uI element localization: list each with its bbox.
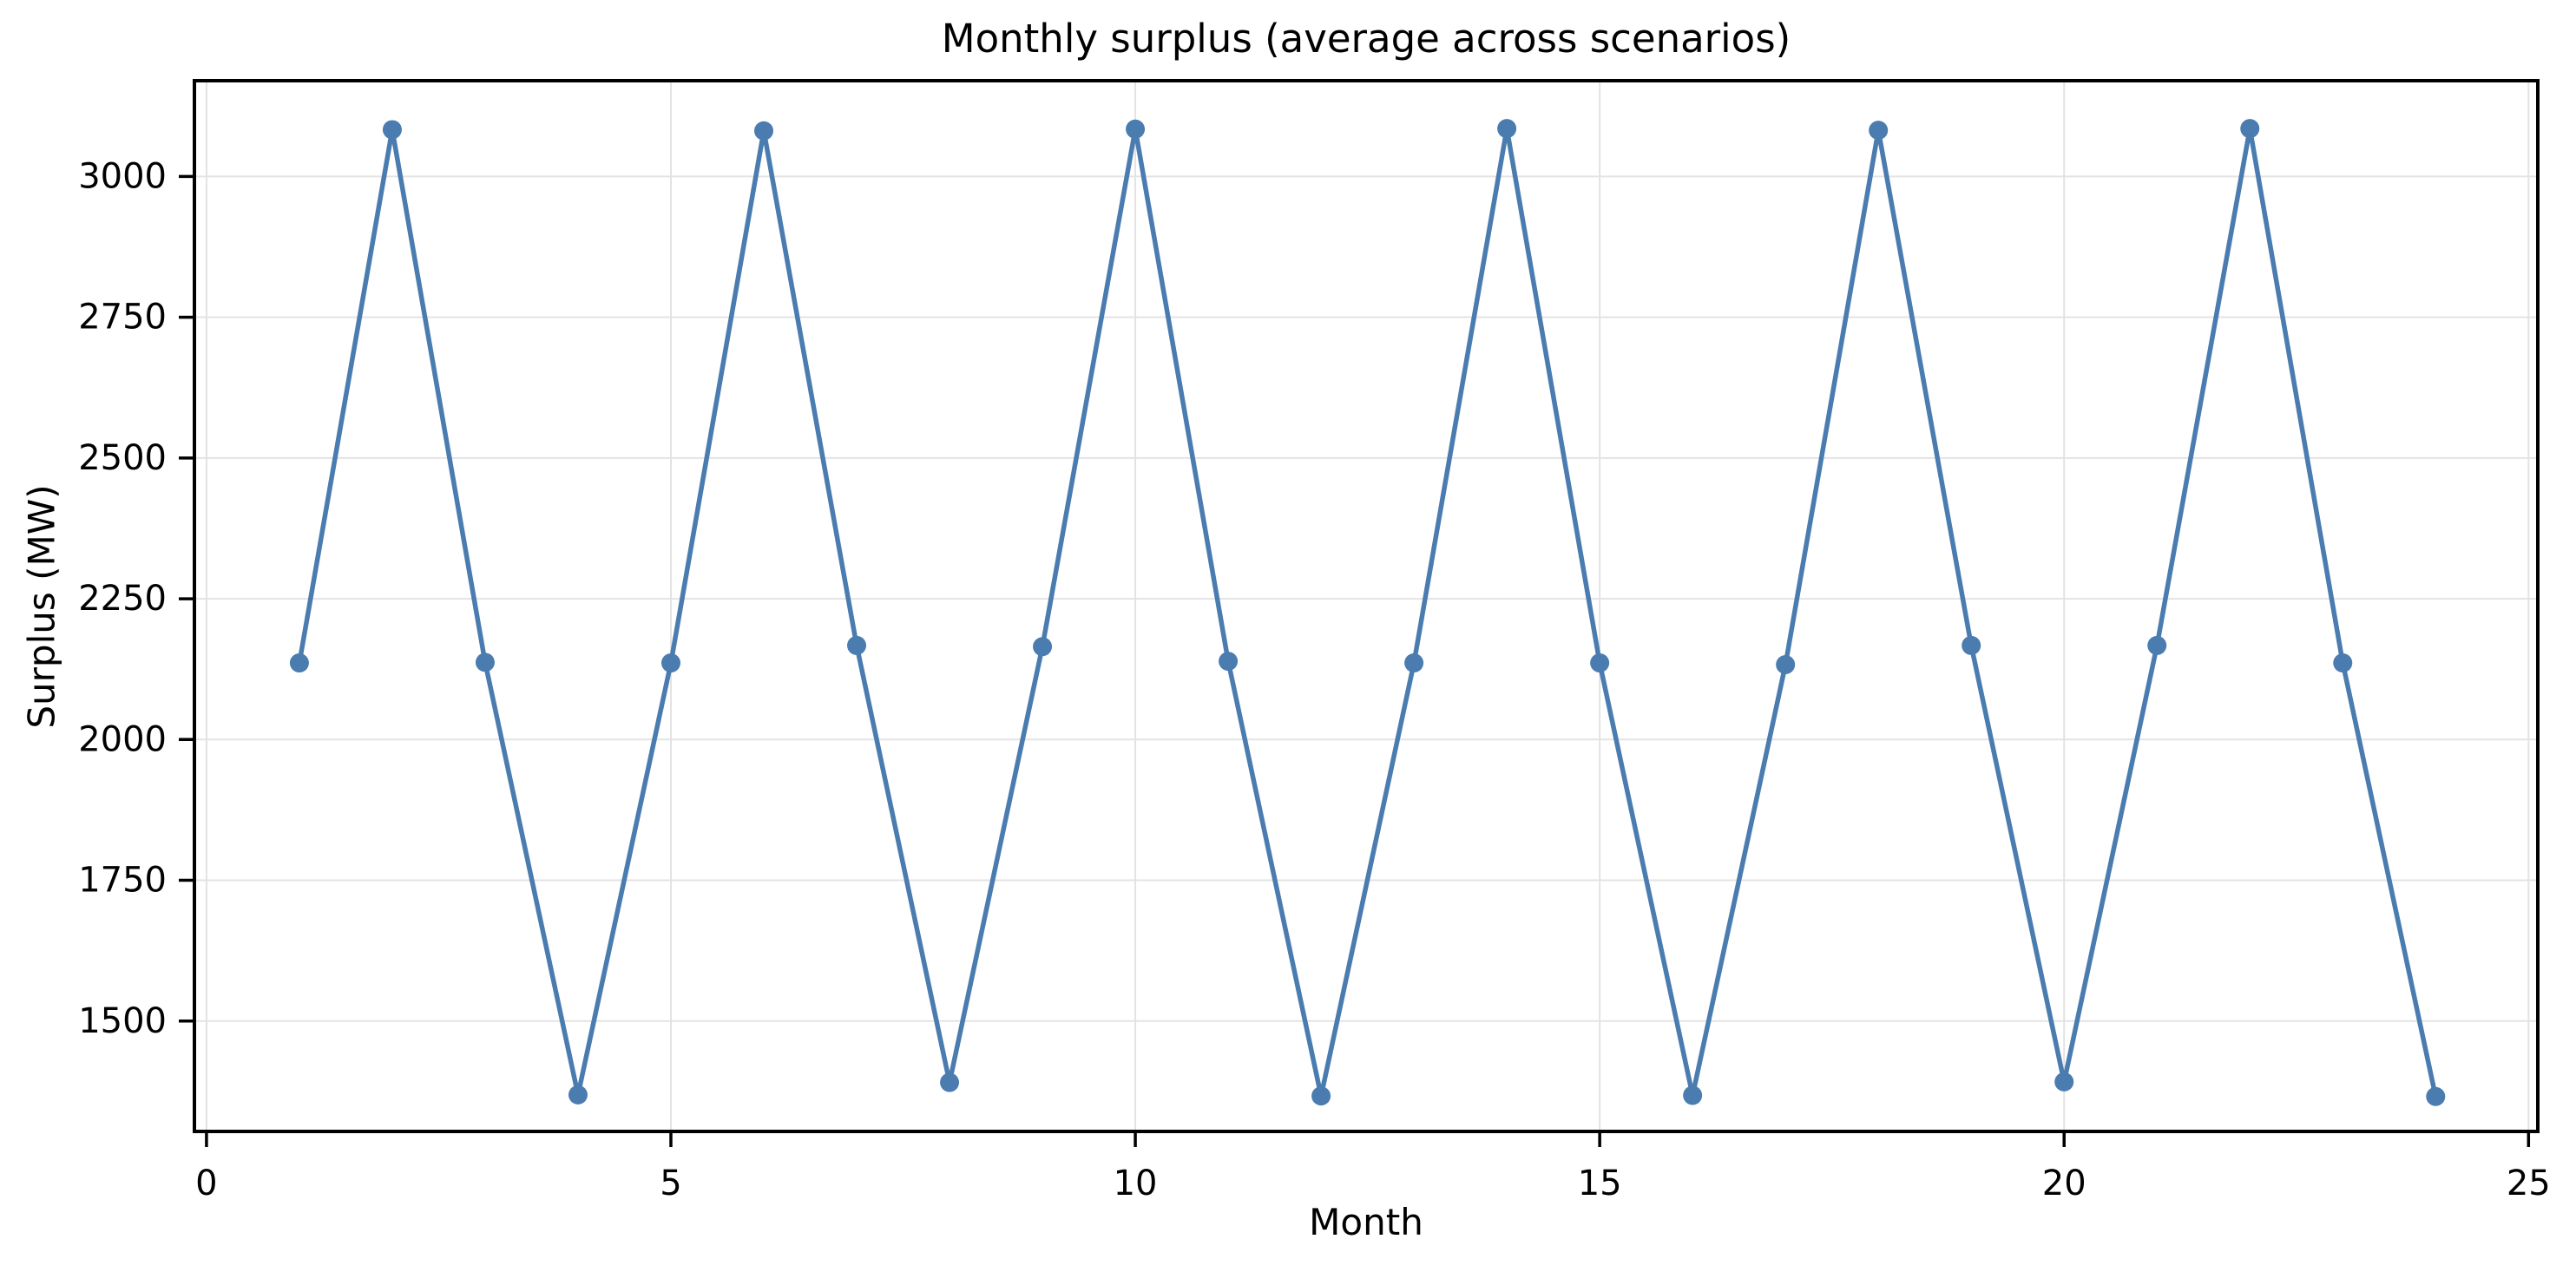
data-point-marker [2426, 1086, 2446, 1106]
x-tick-label: 15 [1578, 1164, 1622, 1203]
y-tick-label: 2000 [78, 719, 167, 759]
data-point-marker [2240, 119, 2260, 139]
y-tick-label: 2750 [78, 298, 167, 338]
y-tick-label: 3000 [78, 156, 167, 196]
data-point-marker [1497, 119, 1517, 139]
data-point-marker [660, 653, 680, 673]
y-tick-label: 2250 [78, 579, 167, 619]
chart-title: Monthly surplus (average across scenario… [941, 16, 1791, 62]
data-point-marker [2147, 635, 2167, 655]
y-tick-label: 1750 [78, 861, 167, 901]
data-point-marker [475, 652, 495, 672]
data-point-marker [754, 121, 774, 141]
data-point-marker [1962, 635, 1981, 655]
axes-frame [193, 79, 2540, 1133]
data-point-marker [2054, 1072, 2074, 1092]
data-point-marker [382, 120, 402, 140]
data-point-marker [1683, 1085, 1703, 1105]
data-point-marker [2333, 653, 2353, 673]
x-axis-label: Month [1309, 1201, 1423, 1243]
y-tick-label: 1500 [78, 1001, 167, 1041]
data-point-marker [1311, 1086, 1331, 1106]
x-tick-label: 20 [2042, 1164, 2086, 1203]
data-point-marker [847, 635, 867, 655]
data-point-marker [289, 653, 309, 673]
x-tick-label: 25 [2507, 1164, 2551, 1203]
data-point-marker [1404, 653, 1424, 673]
data-point-marker [1776, 654, 1796, 674]
data-point-marker [1590, 653, 1610, 673]
data-point-marker [1126, 119, 1146, 139]
y-tick-label: 2500 [78, 438, 167, 478]
x-tick-label: 5 [660, 1164, 681, 1203]
data-point-marker [568, 1085, 588, 1105]
x-tick-label: 0 [195, 1164, 217, 1203]
data-point-marker [1219, 652, 1239, 672]
data-point-marker [1033, 637, 1053, 657]
data-point-marker [940, 1072, 960, 1092]
series-line [297, 126, 2439, 1099]
data-point-marker [1869, 121, 1889, 141]
x-tick-label: 10 [1114, 1164, 1158, 1203]
